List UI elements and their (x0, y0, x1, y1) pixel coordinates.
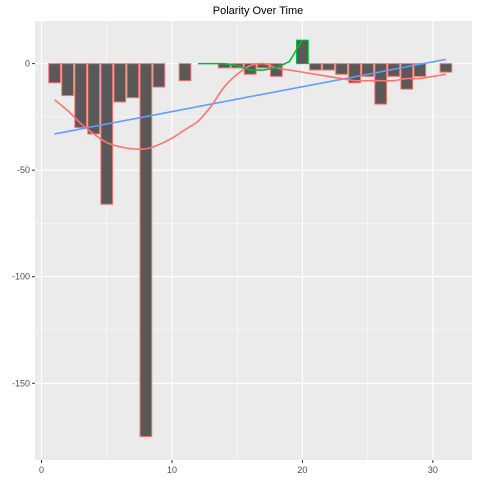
bar (152, 63, 166, 88)
series-line-positive (198, 39, 304, 71)
bar (296, 39, 309, 65)
bar (374, 63, 388, 105)
bar (400, 63, 414, 90)
bar (335, 63, 348, 75)
y-tick-label: -150 (12, 378, 30, 388)
x-tick-label: 10 (167, 465, 177, 475)
bar (439, 63, 453, 73)
y-tick-label: -100 (12, 272, 30, 282)
x-tick-label: 0 (39, 465, 44, 475)
x-tick-label: 20 (297, 465, 307, 475)
series-line-smooth (54, 62, 447, 151)
bar (269, 63, 283, 77)
bar (61, 63, 74, 97)
bar (348, 63, 361, 84)
series-line-linear-trend (54, 58, 447, 135)
bar (100, 63, 114, 205)
y-tick-label: 0 (25, 59, 30, 69)
bar (178, 63, 192, 82)
bar (361, 63, 375, 77)
chart-title: Polarity Over Time (213, 5, 303, 17)
x-tick-label: 30 (428, 465, 438, 475)
bar (87, 63, 101, 135)
plot-panel: 0 10 20 30 0 -50 -100 -150 (12, 21, 472, 475)
bar (139, 63, 153, 438)
bar (48, 63, 61, 84)
y-tick-label: -50 (17, 165, 30, 175)
bar (126, 63, 140, 99)
bar (74, 63, 88, 129)
bar (322, 63, 335, 71)
bar (113, 63, 127, 103)
bar (309, 63, 322, 71)
